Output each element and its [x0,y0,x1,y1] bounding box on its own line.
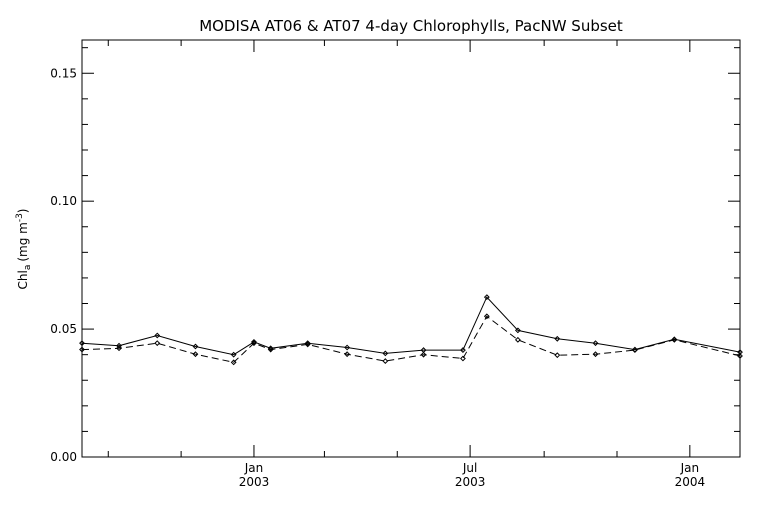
data-point-dashed [382,358,389,364]
data-point-solid [514,327,521,334]
data-point-dashed [671,336,678,343]
y-axis: 0.00 0.05 0.10 0.15 [50,47,740,464]
data-point-solid [154,332,161,339]
data-point-dashed [79,346,85,353]
series-line-dashed [81,315,741,363]
data-point-solid [554,335,561,342]
y-axis-label-subscript: a [23,265,33,271]
series-layer [79,294,743,366]
data-point-dashed [230,359,237,366]
data-point-dashed [267,346,274,353]
data-point-dashed [344,351,351,358]
data-point-dashed [192,351,199,358]
y-axis-label-exponent: -3 [15,213,25,222]
y-axis-label: Chla (mg m-3) [15,208,33,289]
data-point-solid [483,294,490,301]
data-point-dashed [592,351,599,358]
data-point-solid [304,340,311,347]
data-point-dashed [514,336,521,343]
plot-frame [81,39,741,458]
data-point-dashed [420,351,427,358]
series-line-solid [81,296,741,356]
data-point-solid [344,344,351,351]
chart-title: MODISA AT06 & AT07 4-day Chlorophylls, P… [199,17,623,35]
x-tick-label-month: Jan [680,461,700,475]
data-point-dashed [632,347,638,353]
x-tick-label-year: 2004 [675,475,706,489]
y-axis-label-close: ) [16,208,30,213]
data-point-dashed [154,340,161,347]
data-point-dashed [116,345,122,352]
y-tick-label: 0.15 [50,66,77,80]
y-axis-label-unit: (mg m [16,222,30,262]
y-axis-label-main: Chl [16,270,30,289]
data-point-dashed [460,355,466,362]
data-point-dashed [304,341,311,348]
data-point-solid [192,343,199,350]
x-tick-label-month: Jul [462,461,477,475]
x-tick-label-year: 2003 [239,475,270,489]
data-point-dashed [554,352,561,359]
data-point-solid [251,338,257,345]
data-point-solid [382,350,389,357]
data-point-dashed [737,353,743,359]
x-tick-label-month: Jan [244,461,264,475]
data-point-solid [79,340,85,347]
data-point-dashed [483,313,490,320]
data-point-solid [230,351,237,358]
y-tick-label: 0.00 [50,450,77,464]
x-tick-label-year: 2003 [455,475,486,489]
data-point-solid [460,347,466,353]
data-point-solid [267,345,274,352]
data-point-solid [592,340,599,347]
data-point-dashed [251,340,257,347]
y-tick-label: 0.05 [50,322,77,336]
y-tick-label: 0.10 [50,194,77,208]
